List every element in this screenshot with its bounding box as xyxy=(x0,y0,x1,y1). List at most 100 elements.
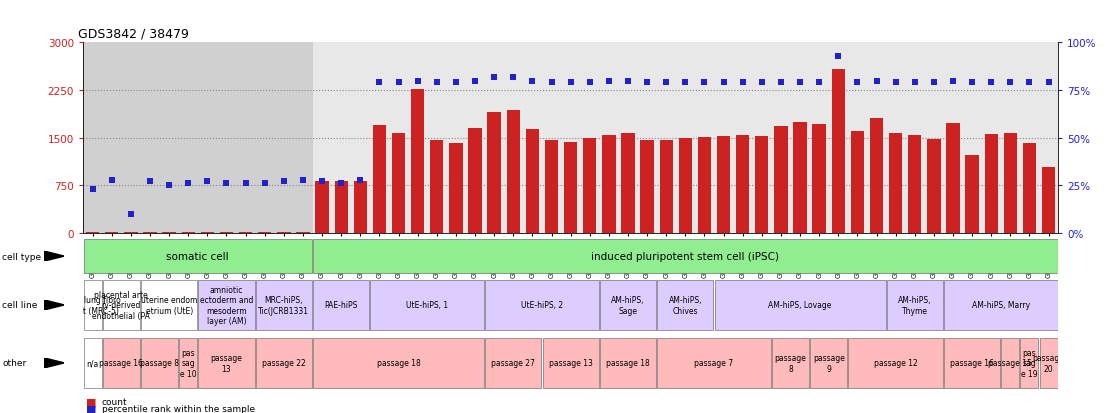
Bar xyxy=(316,181,329,233)
Text: MRC-hiPS,
Tic(JCRB1331: MRC-hiPS, Tic(JCRB1331 xyxy=(258,296,309,315)
Bar xyxy=(736,136,749,233)
Point xyxy=(447,80,464,87)
Point xyxy=(122,211,140,218)
Text: passage 18: passage 18 xyxy=(606,358,650,368)
Text: placental arte
ry-derived
endothelial (PA: placental arte ry-derived endothelial (P… xyxy=(92,290,151,320)
Point xyxy=(696,80,714,87)
Bar xyxy=(103,338,140,388)
Bar xyxy=(965,156,978,233)
Point xyxy=(84,186,102,193)
Bar xyxy=(657,338,771,388)
Bar xyxy=(198,338,255,388)
Bar xyxy=(506,111,520,233)
Text: AM-hiPS,
Chives: AM-hiPS, Chives xyxy=(668,296,702,315)
Point xyxy=(1020,80,1038,87)
Bar xyxy=(1042,168,1055,233)
Bar xyxy=(909,136,922,233)
Bar xyxy=(927,140,941,233)
Point xyxy=(351,177,369,183)
Text: passage
13: passage 13 xyxy=(211,354,243,373)
Bar xyxy=(698,138,711,233)
Bar xyxy=(335,181,348,233)
Bar xyxy=(296,232,309,233)
Point xyxy=(370,80,388,87)
Bar xyxy=(201,232,214,233)
Bar xyxy=(985,135,998,233)
Text: passage 13: passage 13 xyxy=(548,358,593,368)
Bar xyxy=(525,130,540,233)
Bar xyxy=(1020,338,1038,388)
Bar xyxy=(545,141,558,233)
Bar xyxy=(314,338,484,388)
Text: ■: ■ xyxy=(86,396,96,406)
Bar xyxy=(179,338,197,388)
Bar xyxy=(1023,143,1036,233)
Bar xyxy=(1002,338,1019,388)
Bar xyxy=(772,338,809,388)
Text: passage 27: passage 27 xyxy=(491,358,535,368)
Bar xyxy=(832,70,845,233)
Bar xyxy=(84,338,102,388)
Bar xyxy=(277,232,290,233)
Point xyxy=(217,180,235,187)
Text: passage 18: passage 18 xyxy=(377,358,420,368)
Bar xyxy=(163,232,176,233)
Point xyxy=(753,80,771,87)
Text: cell type: cell type xyxy=(2,252,41,261)
Bar xyxy=(870,119,883,233)
Point xyxy=(1002,80,1019,87)
Point xyxy=(409,78,427,85)
Point xyxy=(657,80,675,87)
Point xyxy=(638,80,656,87)
Bar xyxy=(774,127,788,233)
Polygon shape xyxy=(44,252,64,261)
Bar xyxy=(756,137,769,233)
Point xyxy=(523,78,541,85)
Point xyxy=(562,80,579,87)
Text: passage 22: passage 22 xyxy=(261,358,306,368)
Bar xyxy=(141,338,178,388)
Text: UtE-hiPS, 2: UtE-hiPS, 2 xyxy=(521,301,563,310)
Point xyxy=(275,179,293,185)
Text: n/a: n/a xyxy=(86,358,99,368)
Bar xyxy=(1004,133,1017,233)
Bar xyxy=(944,280,1057,330)
Point xyxy=(733,80,751,87)
Bar xyxy=(622,134,635,233)
Bar xyxy=(86,232,100,233)
Bar xyxy=(314,280,369,330)
Point xyxy=(466,78,484,85)
Point xyxy=(925,80,943,87)
Point xyxy=(810,80,828,87)
Bar xyxy=(715,280,885,330)
Bar xyxy=(640,140,654,233)
Point xyxy=(256,180,274,187)
Point xyxy=(141,179,158,185)
Bar xyxy=(411,90,424,233)
Bar xyxy=(469,128,482,233)
Bar xyxy=(602,135,616,233)
Bar xyxy=(392,133,406,233)
Bar xyxy=(258,232,271,233)
Point xyxy=(179,180,197,187)
Point xyxy=(581,80,598,87)
Point xyxy=(198,179,216,185)
Bar xyxy=(141,280,197,330)
Text: pas
sag
e 19: pas sag e 19 xyxy=(1022,348,1038,378)
Point xyxy=(103,177,121,183)
Text: passage
20: passage 20 xyxy=(1033,354,1065,373)
Bar xyxy=(657,280,714,330)
Text: induced pluripotent stem cell (iPSC): induced pluripotent stem cell (iPSC) xyxy=(592,252,779,261)
Text: UtE-hiPS, 1: UtE-hiPS, 1 xyxy=(407,301,449,310)
Text: pas
sag
e 10: pas sag e 10 xyxy=(179,348,196,378)
Bar xyxy=(239,232,253,233)
Text: PAE-hiPS: PAE-hiPS xyxy=(325,301,358,310)
Bar xyxy=(599,338,656,388)
Point xyxy=(830,53,848,60)
Point xyxy=(428,80,445,87)
Text: AM-hiPS, Lovage: AM-hiPS, Lovage xyxy=(768,301,832,310)
Point xyxy=(677,80,695,87)
Text: other: other xyxy=(2,358,27,368)
Text: passage
9: passage 9 xyxy=(813,354,844,373)
Text: passage
8: passage 8 xyxy=(774,354,807,373)
